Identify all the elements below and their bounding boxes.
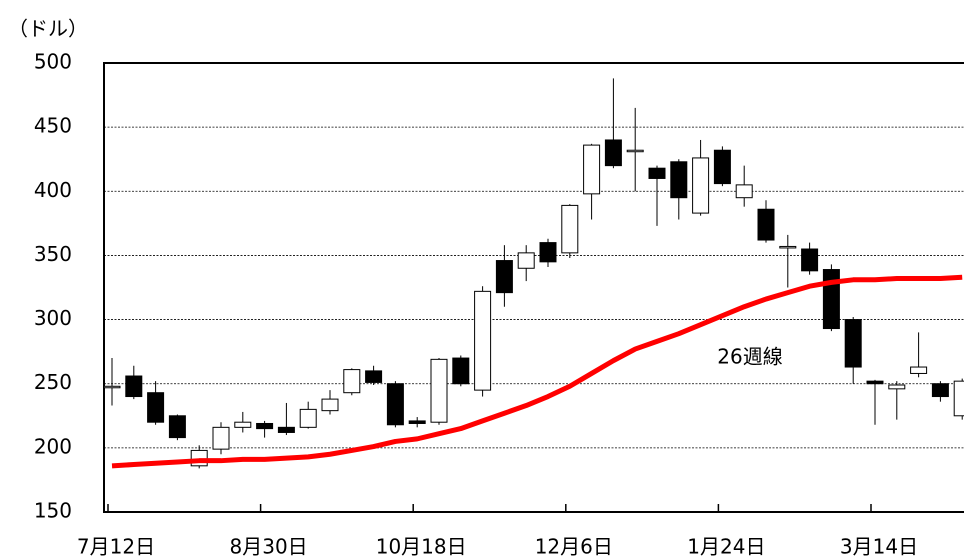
candle-body [234, 421, 252, 428]
candle-body [517, 252, 535, 269]
x-tick-label: 8月30日 [230, 535, 308, 559]
x-tick-label: 1月24日 [687, 535, 765, 559]
candle-body [539, 242, 557, 263]
candle-body [321, 398, 339, 412]
candle-body [561, 204, 579, 254]
candle-body [430, 358, 448, 423]
x-tick-label: 7月12日 [77, 535, 155, 559]
candle-body [474, 290, 492, 391]
candle-body [452, 357, 470, 385]
candle-body [757, 208, 775, 241]
candle-body [365, 370, 383, 383]
candle-body [583, 144, 601, 195]
candle-body [408, 420, 426, 424]
candle-body [256, 422, 274, 430]
candle-body [648, 167, 666, 179]
candle-body [779, 245, 797, 249]
y-axis-label: （ドル） [8, 17, 88, 41]
annotation: 26週線 [717, 345, 782, 369]
candle-body [844, 319, 862, 368]
moving-average-line [111, 274, 963, 469]
candle-body [735, 184, 753, 199]
candle-body [822, 269, 840, 330]
y-tick-label: 450 [34, 114, 72, 138]
candle-body [343, 369, 361, 394]
candle-body [168, 415, 186, 439]
y-tick-label: 150 [34, 499, 72, 523]
candle-body [125, 375, 143, 398]
y-tick-label: 500 [34, 50, 72, 74]
candle-body [801, 248, 819, 272]
y-tick-label: 400 [34, 178, 72, 202]
candle-body [604, 139, 622, 167]
candle-body [147, 392, 165, 423]
candle-body [910, 366, 928, 374]
plot-area [103, 62, 964, 513]
candle-body [866, 380, 884, 385]
candle-body [212, 426, 230, 450]
candle-body [103, 385, 121, 389]
candle-body [386, 383, 404, 426]
y-tick-label: 250 [34, 370, 72, 394]
x-tick-label: 3月14日 [840, 535, 918, 559]
candle-body [931, 383, 949, 398]
plot-border [103, 62, 964, 513]
candle-body [670, 161, 688, 199]
x-tick-label: 10月18日 [376, 535, 467, 559]
candle-body [888, 384, 906, 390]
y-tick-label: 200 [34, 434, 72, 458]
candle-body [299, 408, 317, 428]
candle-body [713, 149, 731, 185]
x-tick-label: 12月6日 [535, 535, 613, 559]
candle-body [626, 149, 644, 153]
y-tick-label: 350 [34, 242, 72, 266]
candle-body [692, 157, 710, 214]
candle-body [953, 380, 964, 417]
candle-body [277, 426, 295, 433]
y-tick-label: 300 [34, 306, 72, 330]
candle-body [495, 260, 513, 294]
